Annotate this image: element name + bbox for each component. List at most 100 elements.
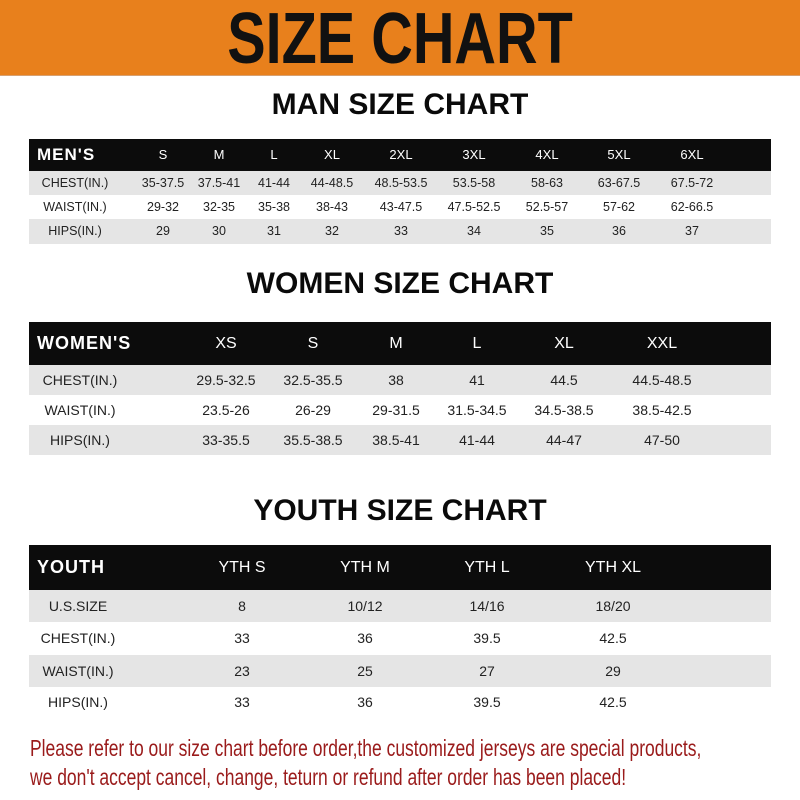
measurement-value: 35-38 bbox=[258, 200, 290, 214]
measurement-value: 35-37.5 bbox=[141, 176, 185, 190]
disclaimer-line-1: Please refer to our size chart before or… bbox=[30, 735, 702, 761]
table-row: CHEST(IN.) 33 36 39.5 42.5 bbox=[29, 622, 771, 655]
measurement-value: 37.5-41 bbox=[197, 176, 241, 190]
measurement-value: 14/16 bbox=[469, 598, 505, 614]
measurement-value: 29 bbox=[156, 224, 170, 238]
measurement-value: 18/20 bbox=[595, 598, 631, 614]
measurement-value: 29-31.5 bbox=[372, 402, 420, 418]
measurement-value: 34 bbox=[467, 224, 481, 238]
men-section-title: MAN SIZE CHART bbox=[271, 88, 529, 121]
measurement-value: 38 bbox=[388, 372, 404, 388]
measurement-label: WAIST(IN.) bbox=[44, 402, 116, 418]
measurement-value: 38.5-41 bbox=[372, 432, 420, 448]
measurement-value: 33 bbox=[394, 224, 408, 238]
measurement-label: HIPS(IN.) bbox=[50, 432, 110, 448]
measurement-label: HIPS(IN.) bbox=[48, 694, 108, 710]
measurement-value: 67.5-72 bbox=[670, 176, 714, 190]
measurement-value: 44-48.5 bbox=[310, 176, 354, 190]
measurement-value: 32 bbox=[325, 224, 339, 238]
measurement-value: 44-47 bbox=[546, 432, 582, 448]
size-column-header: YTH XL bbox=[584, 559, 642, 576]
size-column-header: 4XL bbox=[535, 147, 559, 162]
women-header-label: WOMEN'S bbox=[37, 333, 132, 353]
measurement-value: 42.5 bbox=[599, 694, 627, 710]
measurement-label: CHEST(IN.) bbox=[40, 630, 116, 646]
measurement-value: 44.5 bbox=[550, 372, 578, 388]
youth-header-row: YOUTH YTH S YTH M YTH L YTH XL bbox=[29, 545, 771, 590]
measurement-value: 48.5-53.5 bbox=[374, 176, 428, 190]
size-column-header: S bbox=[307, 335, 319, 352]
measurement-value: 39.5 bbox=[473, 630, 501, 646]
measurement-value: 29-32 bbox=[147, 200, 179, 214]
measurement-value: 33 bbox=[234, 630, 250, 646]
measurement-value: 30 bbox=[212, 224, 226, 238]
measurement-value: 41 bbox=[469, 372, 485, 388]
table-row: WAIST(IN.) 23 25 27 29 bbox=[29, 655, 771, 687]
table-row: WAIST(IN.) 23.5-26 26-29 29-31.5 31.5-34.5 34… bbox=[29, 395, 771, 425]
measurement-value: 36 bbox=[612, 224, 626, 238]
size-column-header: XL bbox=[554, 335, 574, 352]
youth-header-label: YOUTH bbox=[37, 557, 105, 577]
measurement-value: 23 bbox=[234, 663, 250, 679]
size-column-header: YTH L bbox=[464, 559, 510, 576]
measurement-value: 42.5 bbox=[599, 630, 627, 646]
measurement-value: 62-66.5 bbox=[670, 200, 714, 214]
measurement-value: 58-63 bbox=[531, 176, 563, 190]
size-column-header: 5XL bbox=[607, 147, 631, 162]
size-column-header: S bbox=[158, 147, 168, 162]
measurement-value: 27 bbox=[479, 663, 495, 679]
size-column-header: XL bbox=[324, 147, 340, 162]
size-column-header: L bbox=[270, 147, 278, 162]
size-column-header: L bbox=[472, 335, 482, 352]
disclaimer-line-2: we don't accept cancel, change, teturn o… bbox=[30, 764, 627, 790]
measurement-value: 43-47.5 bbox=[379, 200, 423, 214]
size-column-header: YTH S bbox=[218, 559, 266, 576]
measurement-value: 36 bbox=[357, 694, 373, 710]
size-column-header: XS bbox=[215, 335, 237, 352]
measurement-value: 34.5-38.5 bbox=[534, 402, 594, 418]
table-row: HIPS(IN.) 33 36 39.5 42.5 bbox=[29, 687, 771, 718]
table-row: HIPS(IN.) 29 30 31 32 33 34 35 36 37 bbox=[29, 219, 771, 244]
measurement-value: 63-67.5 bbox=[597, 176, 641, 190]
men-header-label: MEN'S bbox=[37, 145, 96, 164]
measurement-value: 33-35.5 bbox=[202, 432, 250, 448]
youth-section-title: YOUTH SIZE CHART bbox=[253, 494, 547, 527]
table-row: CHEST(IN.) 29.5-32.5 32.5-35.5 38 41 44.5 44.5… bbox=[29, 365, 771, 395]
measurement-value: 10/12 bbox=[347, 598, 383, 614]
size-column-header: YTH M bbox=[340, 559, 390, 576]
measurement-value: 26-29 bbox=[295, 402, 331, 418]
size-column-header: 3XL bbox=[462, 147, 486, 162]
men-header-row: MEN'S S M L XL 2XL 3XL 4XL 5XL 6XL bbox=[29, 139, 771, 171]
size-column-header: M bbox=[213, 147, 225, 162]
measurement-label: HIPS(IN.) bbox=[48, 224, 102, 238]
page-title: SIZE CHART bbox=[227, 0, 573, 79]
measurement-value: 33 bbox=[234, 694, 250, 710]
table-row: CHEST(IN.) 35-37.5 37.5-41 41-44 44-48.5 48.5… bbox=[29, 171, 771, 195]
measurement-value: 29 bbox=[605, 663, 621, 679]
measurement-value: 38-43 bbox=[316, 200, 348, 214]
women-section-title: WOMEN SIZE CHART bbox=[246, 267, 554, 300]
measurement-label: CHEST(IN.) bbox=[41, 176, 109, 190]
measurement-value: 35.5-38.5 bbox=[283, 432, 343, 448]
measurement-value: 31.5-34.5 bbox=[447, 402, 507, 418]
table-row: U.S.SIZE 8 10/12 14/16 18/20 bbox=[29, 590, 771, 622]
measurement-label: U.S.SIZE bbox=[48, 598, 108, 614]
measurement-value: 57-62 bbox=[603, 200, 635, 214]
measurement-label: WAIST(IN.) bbox=[42, 663, 114, 679]
measurement-value: 35 bbox=[540, 224, 554, 238]
measurement-label: WAIST(IN.) bbox=[43, 200, 107, 214]
measurement-value: 37 bbox=[685, 224, 699, 238]
measurement-value: 29.5-32.5 bbox=[196, 372, 256, 388]
measurement-value: 25 bbox=[357, 663, 373, 679]
measurement-value: 53.5-58 bbox=[452, 176, 496, 190]
measurement-value: 47.5-52.5 bbox=[447, 200, 501, 214]
women-header-row: WOMEN'S XS S M L XL XXL bbox=[29, 322, 771, 365]
measurement-value: 8 bbox=[238, 598, 246, 614]
measurement-value: 41-44 bbox=[459, 432, 495, 448]
measurement-value: 44.5-48.5 bbox=[632, 372, 692, 388]
measurement-value: 52.5-57 bbox=[525, 200, 569, 214]
size-column-header: XXL bbox=[646, 335, 678, 352]
table-row: HIPS(IN.) 33-35.5 35.5-38.5 38.5-41 41-44 44-… bbox=[29, 425, 771, 455]
title-banner: SIZE CHART bbox=[0, 0, 800, 79]
measurement-value: 39.5 bbox=[473, 694, 501, 710]
